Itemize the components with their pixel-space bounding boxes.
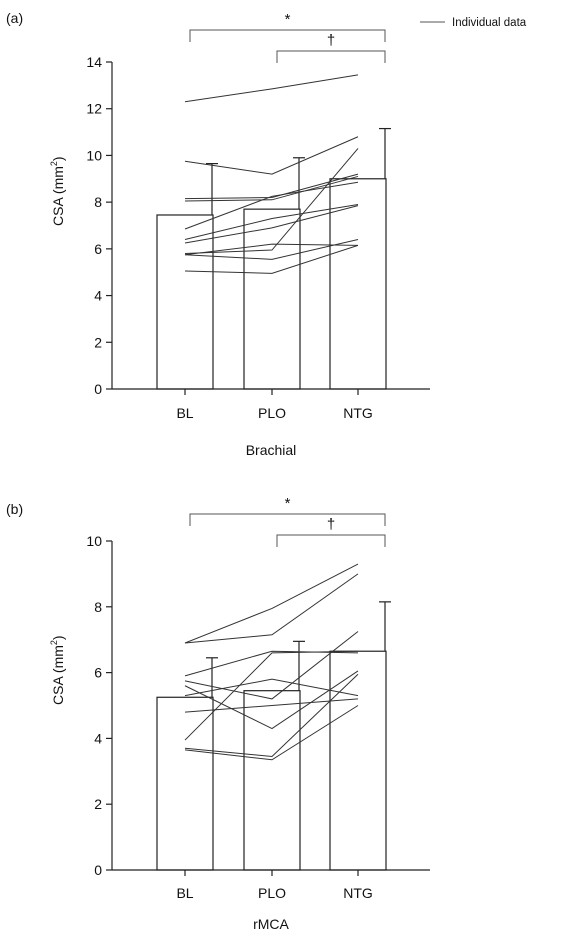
individual-line: [184, 563, 359, 644]
y-tick-label: 4: [94, 730, 102, 746]
y-tick-label: 10: [86, 533, 102, 549]
individual-line: [184, 631, 359, 700]
y-tick-label: 2: [94, 334, 102, 350]
y-tick-label: 10: [86, 147, 102, 163]
individual-line: [184, 705, 359, 761]
y-axis-label: CSA (mm2): [49, 156, 66, 226]
bar: [156, 214, 214, 390]
individual-line: [184, 650, 359, 677]
y-axis-label-main: CSA (mm: [50, 166, 66, 226]
significance-bracket: [189, 513, 386, 526]
y-tick-label: 8: [94, 599, 102, 615]
legend: Individual data: [420, 17, 527, 29]
y-tick-label: 6: [94, 241, 102, 257]
y-tick-label: 0: [94, 862, 102, 878]
individual-line: [184, 698, 359, 713]
panel-label: (a): [6, 10, 23, 26]
significance-symbol: *: [285, 495, 291, 512]
x-tick-label: BL: [176, 885, 193, 901]
individual-line: [184, 243, 359, 256]
individual-line: [184, 573, 359, 644]
panel-label: (b): [6, 501, 23, 517]
x-tick-label: NTG: [343, 885, 373, 901]
plot-area: 0 2 4 6 8 10 12 14 BL PLO NTG * †: [86, 11, 430, 421]
x-tick-label: PLO: [258, 885, 286, 901]
y-tick-label: 14: [86, 54, 102, 70]
individual-line: [184, 175, 359, 202]
x-tick-label: NTG: [343, 405, 373, 421]
bar: [243, 208, 301, 390]
individual-line: [184, 205, 359, 244]
y-axis-label-main: CSA (mm: [50, 645, 66, 705]
legend-label: Individual data: [452, 17, 527, 29]
x-axis-title: Brachial: [246, 442, 297, 458]
x-axis-title: rMCA: [253, 916, 289, 932]
significance-bracket: [276, 534, 386, 547]
significance-bracket: [276, 50, 386, 63]
y-tick-label: 2: [94, 796, 102, 812]
individual-line: [184, 136, 359, 175]
bar: [243, 690, 301, 871]
individual-line: [184, 244, 359, 274]
plot-area: 0 2 4 6 8 10 BL PLO NTG * †: [86, 495, 430, 901]
individual-line: [184, 678, 359, 697]
individual-line: [184, 148, 359, 255]
significance-symbol: *: [285, 11, 291, 28]
y-tick-label: 4: [94, 288, 102, 304]
significance-bracket: [189, 29, 386, 42]
x-tick-label: PLO: [258, 405, 286, 421]
individual-line: [184, 203, 359, 241]
y-tick-label: 12: [86, 101, 102, 117]
y-axis-label-superscript: 2: [49, 640, 59, 645]
y-axis-label-tail: ): [50, 635, 66, 640]
y-axis-label-superscript: 2: [49, 161, 59, 166]
y-tick-label: 6: [94, 665, 102, 681]
individual-line: [184, 74, 359, 103]
y-tick-label: 0: [94, 381, 102, 397]
bar: [156, 696, 214, 871]
individual-line: [184, 239, 359, 260]
significance-symbol: †: [327, 32, 335, 49]
y-tick-label: 8: [94, 194, 102, 210]
significance-symbol: †: [327, 516, 335, 533]
x-tick-label: BL: [176, 405, 193, 421]
individual-line: [184, 181, 359, 230]
y-axis-label-tail: ): [50, 156, 66, 161]
individual-line: [184, 673, 359, 758]
individual-line: [184, 650, 359, 741]
y-axis-label: CSA (mm2): [49, 635, 66, 705]
